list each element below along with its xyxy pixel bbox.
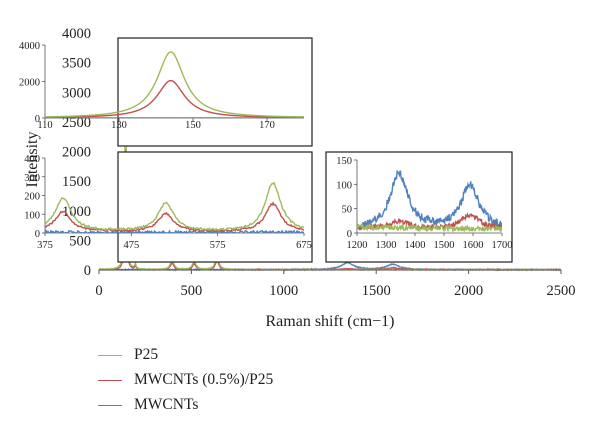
inset-y-tick-label: 200 [24,192,40,203]
y-tick-label: 2500 [62,115,91,131]
inset-y-tick-label: 300 [24,173,40,184]
inset-x-tick-label: 110 [37,120,52,131]
x-tick-label: 1500 [362,283,391,299]
y-tick-label: 1500 [62,174,91,190]
inset-mid-shift: 375 475 575 675 0 100 200 300 400 [24,151,313,263]
inset-series-mwcnts-0-5-p25 [45,79,304,118]
inset-high-shift: 1200 1300 1400 1500 1600 1700 0 50 100 150 [325,151,513,263]
inset-y-tick-label: 0 [35,114,40,125]
legend-item-composite: MWCNTs (0.5%)/P25 [98,369,273,391]
y-tick-label: 3000 [62,85,91,101]
inset-series-mwcnts [45,229,304,233]
inset-y-tick-label: 50 [342,205,353,216]
legend-item-p25: P25 [98,344,273,366]
inset-series-mwcnts-0-5-p25 [45,201,304,233]
x-tick-label: 2000 [454,283,483,299]
legend-swatch-mwcnts [98,404,122,406]
inset-low-shift: 110 130 150 170 0 2000 4000 [19,37,313,147]
inset-x-tick-label: 375 [37,240,53,251]
legend-label-composite: MWCNTs (0.5%)/P25 [134,371,274,388]
y-axis-title: Intensity [24,132,41,188]
inset-y-tick-label: 0 [35,229,40,240]
legend-swatch-composite [98,379,122,381]
inset-frame [117,151,313,263]
inset-x-tick-label: 1500 [434,240,455,251]
inset-y-tick-label: 100 [336,180,352,191]
inset-series-p25 [45,51,304,118]
legend-swatch-p25 [98,354,122,356]
inset-x-tick-label: 1300 [376,240,397,251]
inset-x-tick-label: 1400 [405,240,426,251]
y-tick-label: 1000 [62,204,91,220]
x-tick-label: 0 [95,283,102,299]
y-tick-label: 4000 [62,26,91,42]
inset-x-tick-label: 150 [185,120,201,131]
inset-x-tick-label: 1200 [347,240,368,251]
inset-x-tick-label: 130 [111,120,127,131]
inset-x-tick-label: 575 [210,240,226,251]
legend: P25 MWCNTs (0.5%)/P25 MWCNTs [98,344,273,419]
inset-y-tick-label: 2000 [19,78,40,89]
inset-x-tick-label: 1700 [492,240,513,251]
inset-y-tick-label: 150 [336,156,352,167]
inset-x-tick-label: 475 [123,240,139,251]
legend-label-mwcnts: MWCNTs [134,396,199,413]
inset-y-tick-label: 100 [24,210,40,221]
inset-series-p25 [45,181,304,232]
inset-y-tick-label: 400 [24,154,40,165]
x-axis-title: Raman shift (cm−1) [266,313,395,330]
y-tick-label: 2000 [62,145,91,161]
inset-x-tick-label: 675 [296,240,312,251]
inset-frame [117,37,313,147]
y-tick-label: 3500 [62,56,91,72]
inset-x-tick-label: 1600 [463,240,484,251]
y-tick-label: 0 [84,263,91,279]
inset-series-p25 [357,221,502,233]
inset-y-tick-label: 0 [347,229,352,240]
y-tick-label: 500 [69,233,91,249]
x-tick-label: 500 [181,283,203,299]
main-axes: 0 500 1000 1500 2000 250005001000150020002500… [62,26,576,299]
x-tick-label: 2500 [547,283,576,299]
inset-y-tick-label: 4000 [19,41,40,52]
legend-label-p25: P25 [134,346,159,363]
legend-item-mwcnts: MWCNTs [98,394,273,416]
inset-x-tick-label: 170 [259,120,275,131]
inset-series-mwcnts [357,170,502,231]
x-tick-label: 1000 [269,283,298,299]
